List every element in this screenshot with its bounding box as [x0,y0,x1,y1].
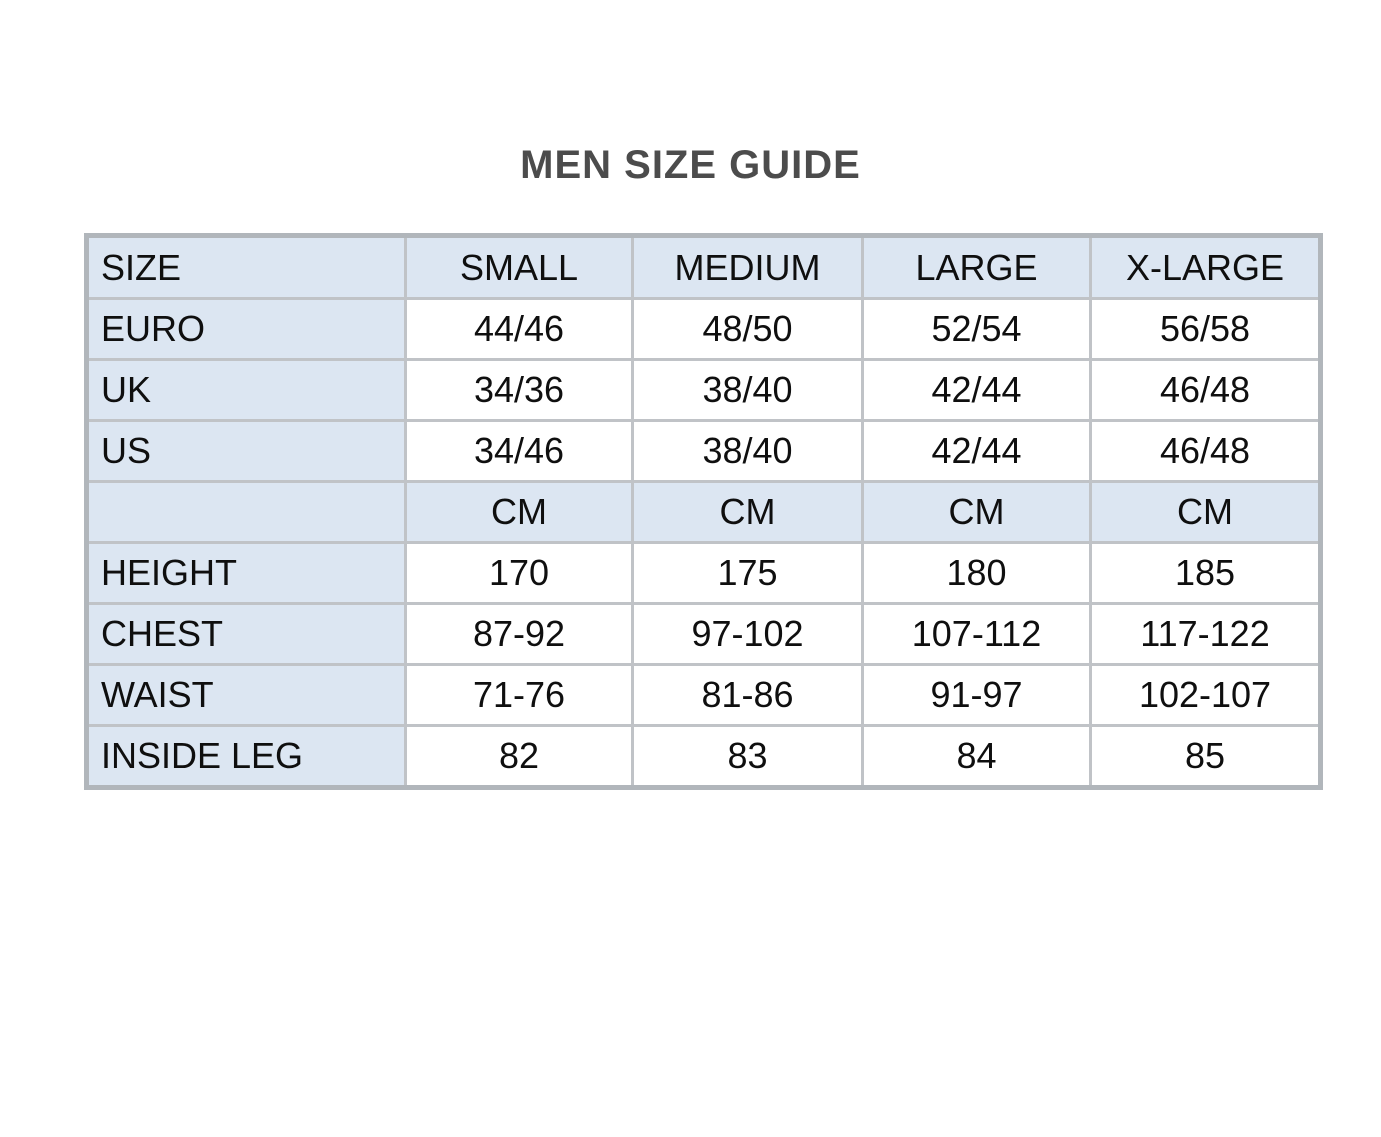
size-value-cell: 107-112 [861,602,1092,666]
size-value-cell: 87-92 [404,602,634,666]
header-cell-size: SIZE [85,234,407,300]
size-value-cell: 46/48 [1089,419,1322,483]
size-value-cell: 42/44 [861,419,1092,483]
size-value-cell: CM [631,480,864,544]
table-header: SIZE SMALL MEDIUM LARGE X-LARGE [85,234,1322,300]
size-value-cell: 170 [404,541,634,605]
page-title: MEN SIZE GUIDE [520,143,861,187]
table-row: UK 34/36 38/40 42/44 46/48 [85,358,1322,422]
size-value-cell: 102-107 [1089,663,1322,727]
header-cell-small: SMALL [404,234,634,300]
size-value-cell: 83 [631,724,864,789]
size-value-cell: 117-122 [1089,602,1322,666]
header-row: SIZE SMALL MEDIUM LARGE X-LARGE [85,234,1322,300]
size-value-cell: CM [861,480,1092,544]
size-value-cell: 34/46 [404,419,634,483]
row-label: CHEST [85,602,407,666]
table-row: WAIST 71-76 81-86 91-97 102-107 [85,663,1322,727]
header-cell-large: LARGE [861,234,1092,300]
size-value-cell: 82 [404,724,634,789]
row-label: US [85,419,407,483]
size-value-cell: CM [404,480,634,544]
table-row: US 34/46 38/40 42/44 46/48 [85,419,1322,483]
size-value-cell: 38/40 [631,358,864,422]
size-value-cell: 91-97 [861,663,1092,727]
header-cell-medium: MEDIUM [631,234,864,300]
size-value-cell: 44/46 [404,297,634,361]
size-value-cell: 46/48 [1089,358,1322,422]
size-guide-table: SIZE SMALL MEDIUM LARGE X-LARGE EURO 44/46 48/… [84,233,1323,790]
document-page: MEN SIZE GUIDE SIZE SMALL MEDIUM LARGE X-LAR… [0,142,1381,790]
table-row: HEIGHT 170 175 180 185 [85,541,1322,605]
size-value-cell: 175 [631,541,864,605]
size-value-cell: 81-86 [631,663,864,727]
size-value-cell: 84 [861,724,1092,789]
size-value-cell: 38/40 [631,419,864,483]
size-value-cell: 34/36 [404,358,634,422]
size-value-cell: 97-102 [631,602,864,666]
size-value-cell: 56/58 [1089,297,1322,361]
row-label: HEIGHT [85,541,407,605]
table-row: EURO 44/46 48/50 52/54 56/58 [85,297,1322,361]
row-label: EURO [85,297,407,361]
size-value-cell: 185 [1089,541,1322,605]
row-label [85,480,407,544]
size-value-cell: 52/54 [861,297,1092,361]
size-value-cell: 85 [1089,724,1322,789]
row-label: UK [85,358,407,422]
size-value-cell: 48/50 [631,297,864,361]
size-value-cell: CM [1089,480,1322,544]
table-body: EURO 44/46 48/50 52/54 56/58 UK 34/36 38/40 42/4… [85,297,1322,789]
size-value-cell: 42/44 [861,358,1092,422]
size-value-cell: 180 [861,541,1092,605]
table-row: CM CM CM CM [85,480,1322,544]
header-cell-x-large: X-LARGE [1089,234,1322,300]
table-row: INSIDE LEG 82 83 84 85 [85,724,1322,789]
row-label: INSIDE LEG [85,724,407,789]
size-value-cell: 71-76 [404,663,634,727]
table-row: CHEST 87-92 97-102 107-112 117-122 [85,602,1322,666]
row-label: WAIST [85,663,407,727]
